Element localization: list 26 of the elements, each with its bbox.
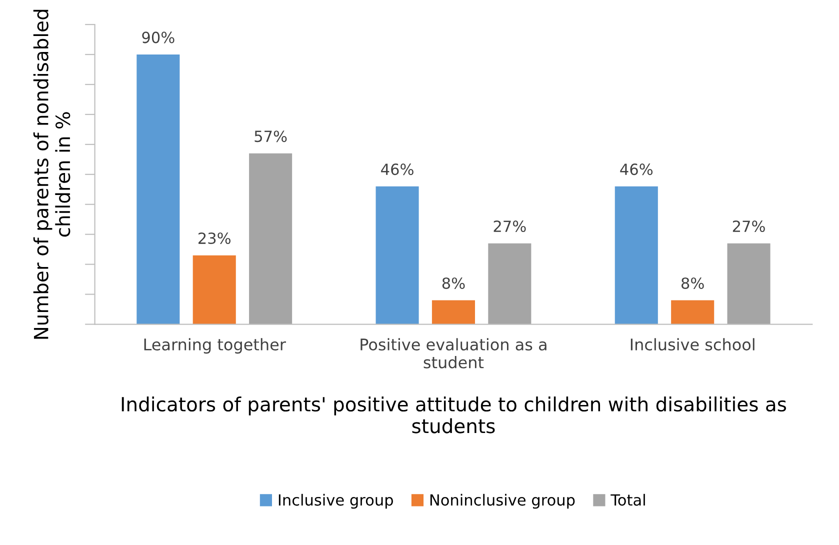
bar	[671, 300, 714, 324]
legend-label: Noninclusive group	[430, 494, 575, 509]
bar	[432, 300, 475, 324]
data-label: 46%	[381, 164, 414, 176]
y-axis-title: Number of parents of nondisabled children in %	[33, 10, 70, 339]
data-label: 8%	[682, 277, 704, 289]
data-label: 27%	[494, 220, 526, 232]
x-tick-label: Inclusive school	[630, 338, 754, 351]
data-label: 27%	[732, 220, 765, 232]
x-tick-label: Learning together	[144, 338, 286, 354]
bar	[192, 255, 236, 324]
bar	[136, 54, 180, 324]
x-axis-title: Indicators of parents' positive attitude to children with disabilities as students	[122, 396, 786, 434]
legend-label: Inclusive group	[278, 494, 393, 509]
data-label: 8%	[442, 277, 465, 289]
x-tick-label: Positive evaluation as a student	[360, 338, 546, 368]
data-label: 23%	[198, 232, 230, 244]
data-label: 46%	[620, 164, 653, 176]
bar	[727, 243, 770, 324]
data-label: 90%	[142, 32, 174, 44]
bar	[249, 153, 292, 324]
legend-label: Total	[610, 494, 645, 506]
bar	[488, 243, 532, 324]
bar	[614, 186, 658, 324]
bar	[376, 186, 419, 324]
data-label: 57%	[254, 130, 287, 142]
